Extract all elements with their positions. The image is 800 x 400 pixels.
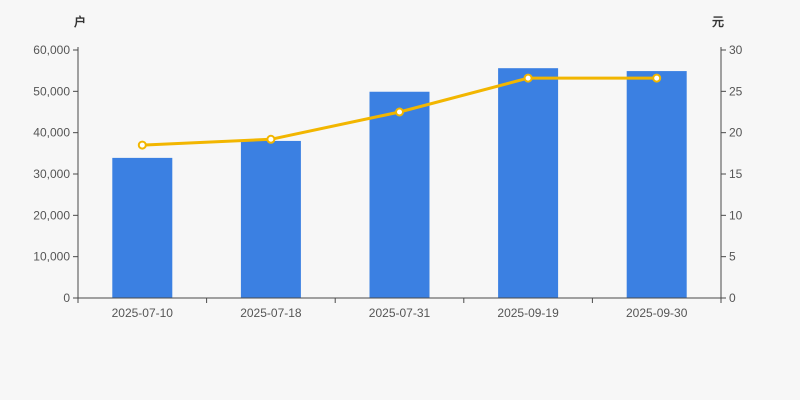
x-axis-category-label: 2025-09-19 (497, 306, 559, 320)
x-axis-category-label: 2025-07-18 (240, 306, 302, 320)
y-axis-left-tick-label: 50,000 (33, 84, 70, 98)
y-axis-right-tick-label: 20 (729, 126, 743, 140)
line-point[interactable] (137, 140, 147, 150)
x-axis-category-label: 2025-07-10 (112, 306, 174, 320)
bar[interactable] (112, 157, 173, 298)
bar[interactable] (369, 91, 430, 298)
y-axis-right-tick-label: 30 (729, 43, 743, 57)
y-axis-right-tick-label: 25 (729, 84, 743, 98)
y-axis-right-tick-label: 5 (729, 250, 736, 264)
bar[interactable] (498, 68, 559, 298)
line-point[interactable] (266, 134, 276, 144)
y-axis-right-tick-label: 0 (729, 291, 736, 305)
y-axis-left-tick-label: 30,000 (33, 167, 70, 181)
line-point[interactable] (395, 107, 404, 117)
right-axis-unit-label: 元 (711, 15, 725, 29)
bar[interactable] (240, 140, 301, 298)
y-axis-left-tick-label: 0 (63, 291, 70, 305)
y-axis-left-tick-label: 40,000 (33, 126, 70, 140)
bar[interactable] (626, 71, 687, 298)
line-point[interactable] (652, 73, 662, 83)
y-axis-right-tick-label: 15 (729, 167, 743, 181)
x-axis-category-label: 2025-07-31 (369, 306, 431, 320)
y-axis-left-tick-label: 20,000 (33, 208, 70, 222)
y-axis-right-tick-label: 10 (729, 208, 743, 222)
y-axis-left-tick-label: 10,000 (33, 250, 70, 264)
left-axis-unit-label: 户 (73, 15, 87, 29)
x-axis-category-label: 2025-09-30 (626, 306, 688, 320)
y-axis-left-tick-label: 60,000 (33, 43, 70, 57)
line-point[interactable] (523, 73, 533, 83)
